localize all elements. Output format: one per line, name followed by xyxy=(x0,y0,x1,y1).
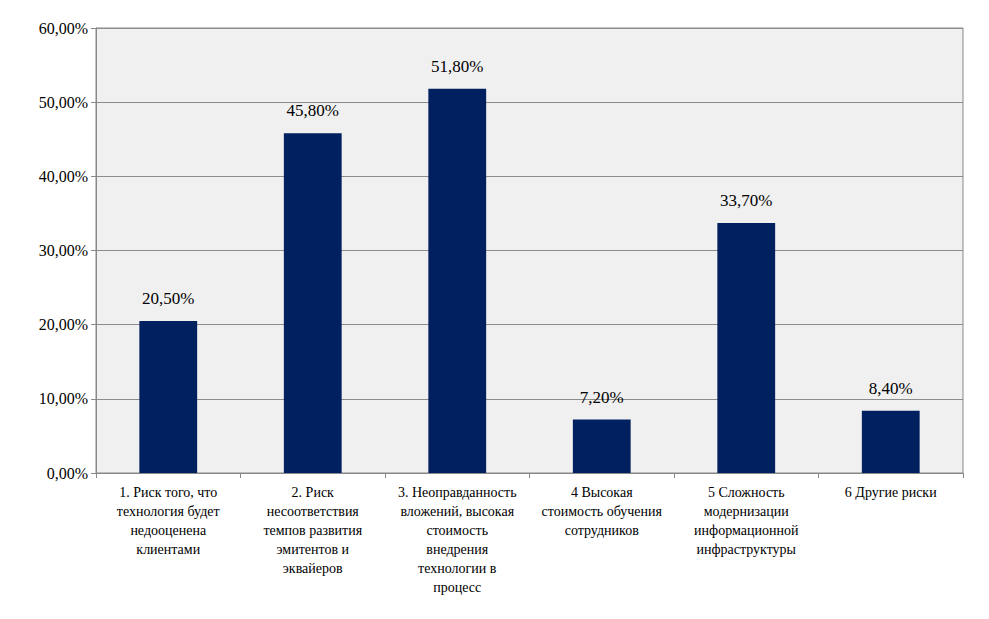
svg-text:0,00%: 0,00% xyxy=(47,465,88,482)
svg-text:стоимость: стоимость xyxy=(426,523,488,538)
svg-text:клиентами: клиентами xyxy=(136,542,200,557)
svg-text:1. Риск того, что: 1. Риск того, что xyxy=(119,485,217,500)
svg-text:2. Риск: 2. Риск xyxy=(292,485,334,500)
svg-text:5 Сложность: 5 Сложность xyxy=(708,485,785,500)
svg-text:10,00%: 10,00% xyxy=(39,390,88,407)
svg-text:40,00%: 40,00% xyxy=(39,168,88,185)
svg-text:30,00%: 30,00% xyxy=(39,242,88,259)
svg-text:сотрудников: сотрудников xyxy=(565,523,639,538)
svg-text:33,70%: 33,70% xyxy=(720,191,772,210)
svg-text:эмитентов и: эмитентов и xyxy=(276,542,349,557)
svg-text:вложений, высокая: вложений, высокая xyxy=(400,504,514,519)
svg-text:инфраструктуры: инфраструктуры xyxy=(696,542,796,557)
svg-text:процесс: процесс xyxy=(433,580,481,595)
svg-text:темпов развития: темпов развития xyxy=(263,523,362,538)
svg-text:7,20%: 7,20% xyxy=(580,388,624,407)
svg-text:стоимость обучения: стоимость обучения xyxy=(542,504,663,519)
svg-text:51,80%: 51,80% xyxy=(431,57,483,76)
svg-text:3. Неоправданность: 3. Неоправданность xyxy=(398,485,517,500)
svg-text:недооценена: недооценена xyxy=(130,523,207,538)
svg-text:50,00%: 50,00% xyxy=(39,94,88,111)
svg-text:информационной: информационной xyxy=(694,523,799,538)
svg-text:4 Высокая: 4 Высокая xyxy=(571,485,633,500)
svg-text:технология будет: технология будет xyxy=(117,504,220,519)
svg-text:8,40%: 8,40% xyxy=(869,379,913,398)
svg-text:внедрения: внедрения xyxy=(426,542,488,557)
svg-text:несоответствия: несоответствия xyxy=(267,504,360,519)
svg-text:модернизации: модернизации xyxy=(704,504,790,519)
svg-text:60,00%: 60,00% xyxy=(39,20,88,37)
svg-text:6 Другие риски: 6 Другие риски xyxy=(845,485,937,500)
svg-text:20,00%: 20,00% xyxy=(39,316,88,333)
svg-text:45,80%: 45,80% xyxy=(287,101,339,120)
svg-text:20,50%: 20,50% xyxy=(142,289,194,308)
svg-text:эквайеров: эквайеров xyxy=(283,561,343,576)
svg-text:технологии в: технологии в xyxy=(418,561,497,576)
